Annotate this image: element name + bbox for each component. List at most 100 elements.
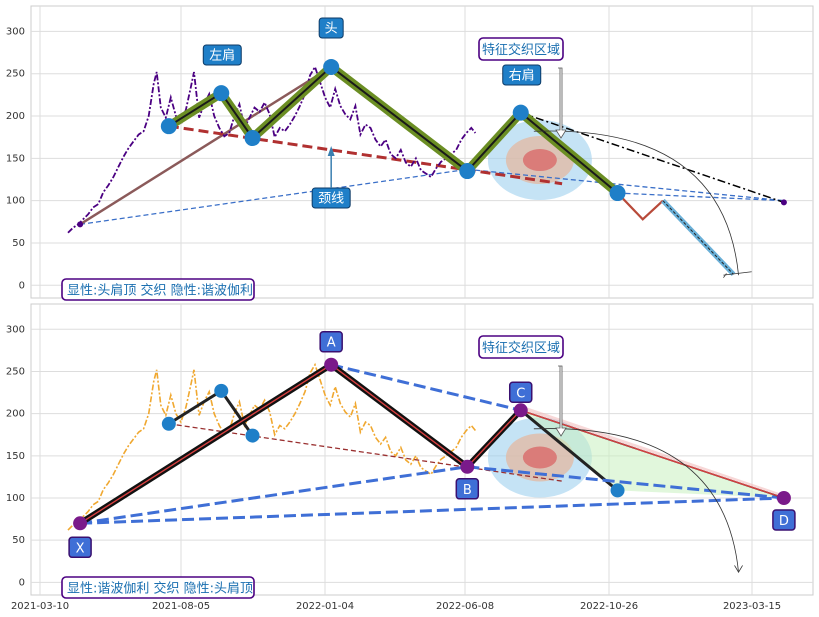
- y-tick-label: 250: [6, 69, 25, 80]
- target-arrow: [533, 428, 739, 573]
- harmonic-leg-inner: [79, 364, 332, 524]
- hidden-pattern-path: [519, 409, 619, 492]
- pattern-point: [512, 104, 529, 121]
- legend-box: [61, 278, 255, 301]
- x-tick-label: 2021-03-10: [11, 601, 69, 612]
- x-tick-label: 2022-06-08: [436, 601, 494, 612]
- hidden-pattern-point: [245, 428, 260, 443]
- hidden-harmonic-line: [617, 192, 784, 202]
- plot-area: [30, 5, 814, 299]
- y-tick-label: 0: [19, 280, 25, 291]
- harmonic-label-bg: [319, 330, 343, 353]
- hidden-pattern-point: [161, 416, 176, 431]
- hidden-pattern-point: [610, 483, 625, 498]
- y-tick-label: 100: [6, 196, 25, 207]
- zone-inner: [522, 446, 557, 469]
- harmonic-label-text: C: [516, 386, 525, 401]
- head-label-text: 头: [325, 22, 338, 37]
- y-tick-label: 150: [6, 153, 25, 164]
- y-tick-label: 100: [6, 493, 25, 504]
- pattern-point: [323, 58, 340, 75]
- xb-line: [79, 465, 468, 525]
- harmonic-leg-inner: [520, 409, 785, 499]
- y-tick-label: 300: [6, 324, 25, 335]
- harmonic-leg-inner: [466, 409, 522, 468]
- harmonic-label-a: A: [319, 330, 343, 353]
- neckline: [168, 124, 563, 186]
- hidden-harmonic-line: [80, 168, 468, 226]
- price-series: [67, 362, 477, 531]
- zone-arrow: [555, 67, 567, 139]
- zone-arrow: [555, 365, 567, 437]
- y-tick-label: 200: [6, 409, 25, 420]
- zone-label-bg: [478, 37, 564, 61]
- trend-line: [79, 65, 332, 226]
- y-tick-label: 250: [6, 366, 25, 377]
- pattern-point: [160, 118, 177, 135]
- harmonic-label-c: C: [508, 381, 533, 404]
- harmonic-leg-inner: [330, 364, 468, 468]
- harmonic-label-text: A: [327, 336, 336, 351]
- projected-path: [616, 192, 664, 221]
- harmonic-label-bg: [455, 478, 480, 500]
- harmonic-point: [513, 403, 528, 418]
- neckline-label: 颈线: [311, 187, 351, 209]
- y-tick-label: 0: [19, 577, 25, 588]
- plot-area: [30, 303, 814, 596]
- zone-label-text: 特征交织区域: [482, 340, 560, 356]
- harmonic-label-text: B: [463, 483, 472, 498]
- y-tick-label: 150: [6, 451, 25, 462]
- harmonic-label-text: D: [779, 514, 789, 529]
- x-tick-label: 2023-03-15: [723, 601, 781, 612]
- projected-path-core: [662, 200, 734, 275]
- legend: 显性:谐波伽利 交织 隐性:头肩顶: [61, 576, 255, 599]
- harmonic-label-bg: [68, 536, 92, 559]
- cd-fill: [520, 405, 784, 498]
- right-shoulder-label: 右肩: [502, 64, 542, 86]
- end-point: [780, 199, 787, 206]
- harmonic-label-d: D: [772, 509, 796, 531]
- xd-line: [80, 496, 784, 525]
- start-point: [77, 221, 84, 228]
- right-shoulder-label-bg: [502, 64, 542, 86]
- zone-inner: [522, 149, 557, 172]
- x-tick-label: 2022-10-26: [580, 601, 638, 612]
- zone-label-bg: [478, 335, 564, 359]
- x-tick-label: 2022-01-04: [296, 601, 354, 612]
- ac-line: [330, 363, 522, 412]
- hidden-harmonic-line: [467, 168, 784, 202]
- legend: 显性:头肩顶 交织 隐性:谐波伽利: [61, 278, 255, 301]
- head-label-bg: [318, 17, 344, 39]
- pattern-point: [459, 163, 476, 180]
- harmonic-label-b: B: [455, 478, 480, 500]
- y-tick-label: 50: [12, 238, 25, 249]
- x-tick-label: 2021-08-05: [152, 601, 210, 612]
- target-bracket: [723, 271, 752, 278]
- neckline-arrow-head: [327, 146, 335, 156]
- harmonic-label-bg: [508, 381, 533, 404]
- target-arrow-head: [734, 565, 743, 574]
- zone-label: 特征交织区域: [478, 37, 567, 139]
- y-tick-label: 300: [6, 26, 25, 37]
- y-tick-label: 50: [12, 535, 25, 546]
- harmonic-label-x: X: [68, 536, 92, 559]
- projection-line: [520, 111, 785, 204]
- pattern-point: [609, 185, 626, 202]
- harmonic-label-text: X: [76, 541, 85, 556]
- legend-text: 显性:头肩顶 交织 隐性:谐波伽利: [67, 283, 253, 299]
- left-shoulder-label: 左肩: [202, 44, 242, 66]
- neckline-label-text: 颈线: [318, 192, 344, 207]
- legend-box: [61, 576, 255, 599]
- harmonic-point: [776, 491, 791, 505]
- pattern-point: [213, 85, 230, 102]
- y-tick-label: 200: [6, 111, 25, 122]
- hidden-pattern-point: [214, 383, 229, 398]
- zone-label: 特征交织区域: [478, 335, 567, 437]
- right-shoulder-label-text: 右肩: [509, 68, 535, 84]
- legend-text: 显性:谐波伽利 交织 隐性:头肩顶: [67, 581, 253, 597]
- bd-line: [467, 465, 785, 500]
- left-shoulder-label-text: 左肩: [209, 48, 235, 64]
- harmonic-point: [460, 459, 475, 474]
